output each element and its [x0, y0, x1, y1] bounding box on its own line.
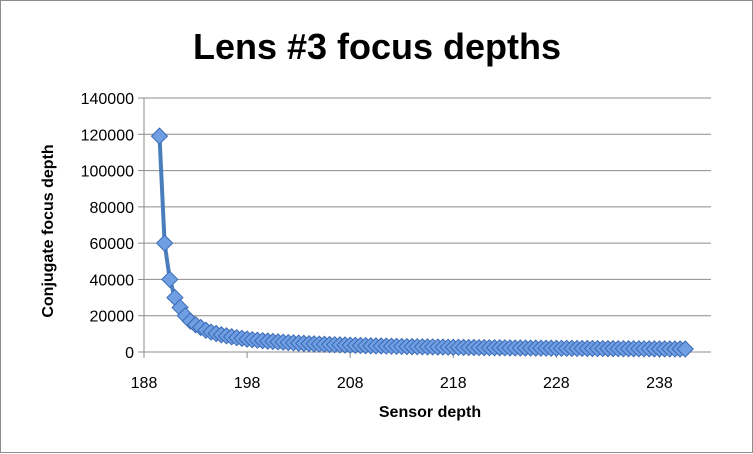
y-tick-labels: 0 20000 40000 60000 80000 100000 120000 140000: [81, 91, 134, 362]
series-line: [157, 134, 688, 351]
series-layer: [157, 134, 688, 351]
x-tick-label: 218: [440, 375, 467, 392]
y-tick-label: 120000: [81, 127, 134, 144]
y-tick-label: 100000: [81, 164, 134, 181]
chart-title: Lens #3 focus depths: [193, 26, 561, 67]
y-tick-label: 20000: [90, 309, 135, 326]
y-axis-title: Conjugate focus depth: [40, 144, 57, 317]
x-tick-labels: 188 198 208 218 228 238: [131, 375, 673, 392]
x-tick-label: 188: [131, 375, 158, 392]
data-point-marker: [676, 340, 694, 358]
y-tick-label: 40000: [90, 272, 135, 289]
y-tick-label: 140000: [81, 91, 134, 108]
x-axis-title: Sensor depth: [379, 404, 481, 421]
x-tick-label: 228: [543, 375, 570, 392]
y-tick-label: 0: [125, 345, 134, 362]
data-point-marker: [155, 234, 174, 252]
x-tick-label: 198: [234, 375, 261, 392]
y-tick-label: 80000: [90, 200, 135, 217]
marker-layer: [150, 127, 694, 358]
y-tick-label: 60000: [90, 236, 135, 253]
axis-layer: [138, 97, 711, 358]
x-tick-label: 208: [337, 375, 364, 392]
grid-layer: [144, 97, 711, 317]
data-point-marker: [150, 127, 169, 145]
data-point-marker: [161, 270, 179, 289]
x-tick-label: 238: [646, 375, 673, 392]
